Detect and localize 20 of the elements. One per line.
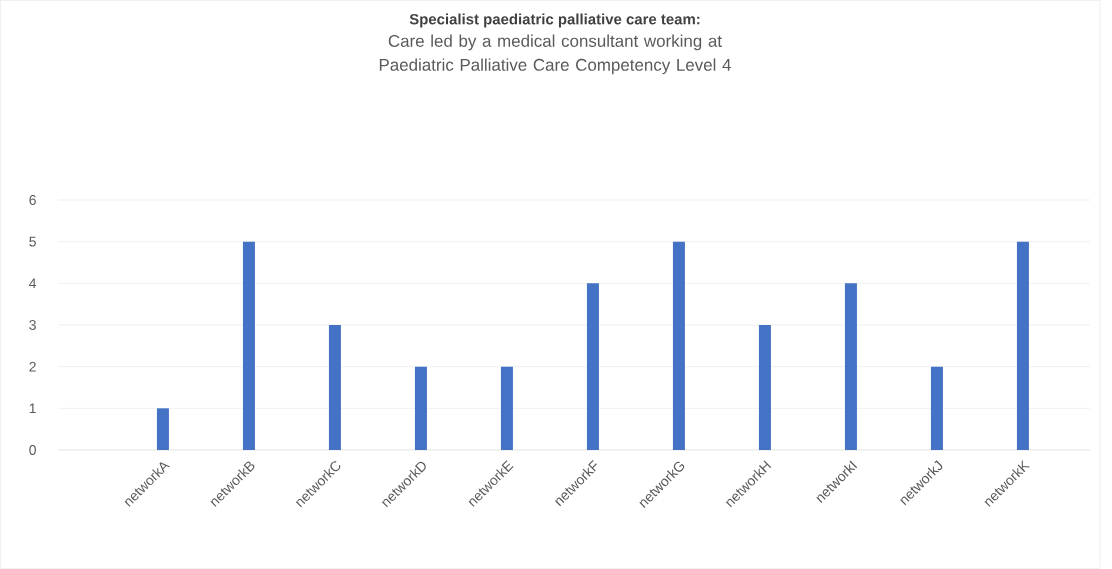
y-tick-label: 5 xyxy=(29,236,36,247)
y-tick-label: 2 xyxy=(29,361,36,372)
bar xyxy=(328,324,341,450)
bar xyxy=(242,241,255,450)
bar xyxy=(758,324,771,450)
y-tick-label: 3 xyxy=(29,320,36,330)
bar xyxy=(586,283,599,450)
y-tick-label: 1 xyxy=(29,403,36,414)
bar xyxy=(414,366,427,450)
bar xyxy=(672,241,685,450)
bar xyxy=(156,408,169,450)
chart-title: Specialist paediatric palliative care team: xyxy=(409,13,700,28)
chart-subtitle: Care led by a medical consultant working at Paediatric Palliative Care Competency Level 4 xyxy=(379,34,731,75)
bar xyxy=(844,283,857,450)
y-tick-label: 4 xyxy=(29,278,37,289)
bar xyxy=(930,366,943,450)
y-tick-label: 0 xyxy=(29,445,36,455)
bar xyxy=(1016,241,1029,450)
bar xyxy=(500,366,513,450)
y-tick-label: 6 xyxy=(29,195,36,205)
